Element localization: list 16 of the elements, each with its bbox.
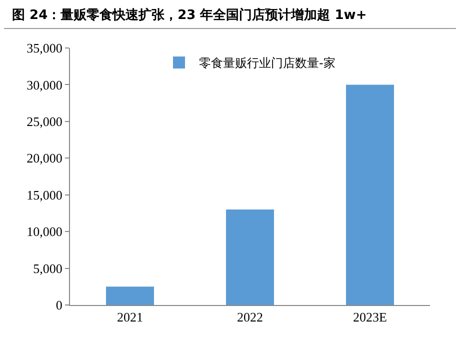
y-tick-label: 35,000 [26,40,62,56]
chart-title: 图 24：量贩零食快速扩张，23 年全国门店预计增加超 1w+ [4,0,456,29]
y-tick-label: 20,000 [26,150,62,166]
bar [106,286,154,305]
y-tick-label: 25,000 [26,114,62,129]
legend-label: 零食量贩行业门店数量-家 [199,56,336,70]
bar [226,210,274,305]
bar [346,84,394,305]
y-tick-label: 10,000 [26,224,62,240]
y-tick-label: 30,000 [26,77,62,92]
y-tick-label: 15,000 [26,187,62,202]
x-tick-label: 2022 [237,310,263,325]
y-tick-label: 5,000 [33,260,62,276]
x-tick-label: 2021 [117,310,143,325]
y-tick-label: 0 [56,298,62,313]
x-tick-label: 2023E [353,310,388,325]
